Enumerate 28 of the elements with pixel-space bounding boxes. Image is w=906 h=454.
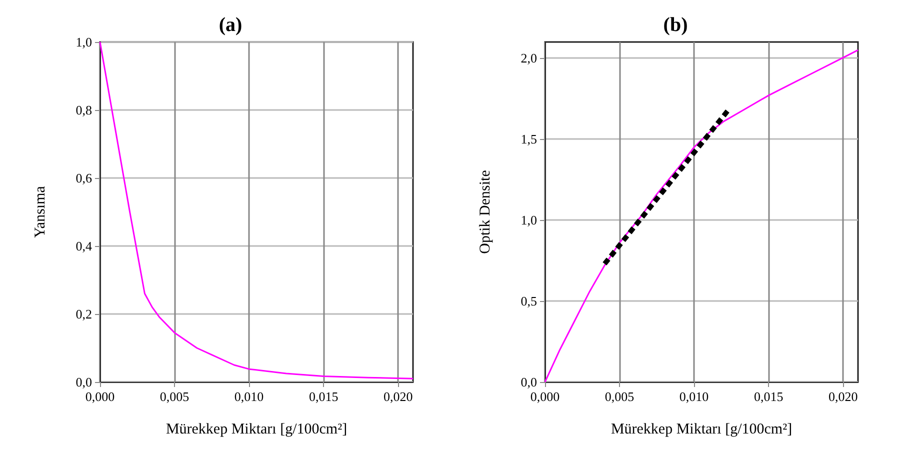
x-axis-title: Mürekkep Miktarı [g/100cm²] bbox=[166, 422, 348, 438]
y-axis-title: Optik Densite bbox=[478, 170, 494, 254]
y-tick-label: 0,5 bbox=[520, 294, 537, 309]
chart-title: (a) bbox=[218, 14, 242, 36]
chart-title: (b) bbox=[663, 14, 688, 36]
y-tick-label: 1,5 bbox=[520, 132, 537, 147]
x-tick-label: 0,005 bbox=[160, 389, 190, 404]
x-tick-label: 0,010 bbox=[234, 389, 264, 404]
line-series bbox=[99, 41, 414, 380]
y-tick-label: 1,0 bbox=[76, 34, 92, 50]
y-tick-label: 0,2 bbox=[76, 306, 92, 322]
y-tick-label: 2,0 bbox=[520, 50, 537, 66]
x-tick-label: 0,000 bbox=[85, 389, 115, 404]
y-tick-label: 1,0 bbox=[520, 212, 537, 228]
y-tick-label: 0,0 bbox=[520, 374, 537, 390]
x-tick-label: 0,020 bbox=[828, 389, 858, 404]
x-tick-label: 0,015 bbox=[308, 389, 338, 404]
x-tick-label: 0,000 bbox=[530, 389, 560, 404]
y-axis-title: Yansıma bbox=[32, 186, 48, 238]
x-tick-label: 0,015 bbox=[754, 389, 784, 404]
y-tick-label: 0,6 bbox=[76, 170, 92, 186]
y-tick-label: 0,0 bbox=[76, 374, 92, 390]
x-axis-title: Mürekkep Miktarı [g/100cm²] bbox=[610, 422, 792, 438]
x-tick-label: 0,005 bbox=[604, 389, 634, 404]
x-tick-label: 0,010 bbox=[679, 389, 709, 404]
x-tick-label: 0,020 bbox=[383, 389, 413, 404]
y-tick-label: 0,8 bbox=[76, 102, 92, 118]
y-tick-label: 0,4 bbox=[76, 238, 92, 254]
